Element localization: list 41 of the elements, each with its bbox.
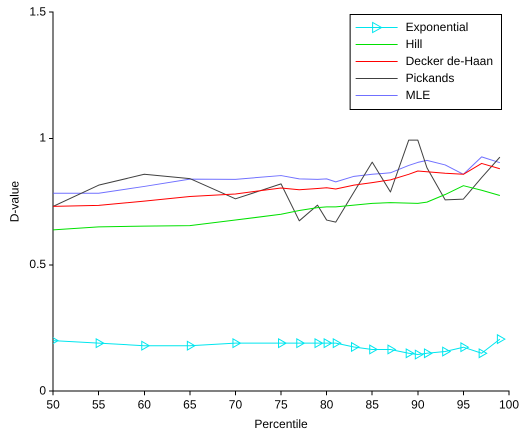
legend-label: Pickands <box>406 70 454 85</box>
y-tick-label: 0 <box>39 384 46 398</box>
point <box>186 340 196 351</box>
point <box>442 346 451 356</box>
point <box>496 334 506 344</box>
point <box>424 348 432 358</box>
point <box>314 338 324 348</box>
x-tick-label: 95 <box>456 398 470 412</box>
point <box>96 338 104 348</box>
point <box>332 338 342 348</box>
point <box>232 338 241 348</box>
point <box>478 348 488 358</box>
x-tick-label: 80 <box>320 398 334 412</box>
y-axis-title: D-value <box>8 180 22 222</box>
point <box>324 338 332 348</box>
legend-label: MLE <box>406 88 430 102</box>
y-tick-label: 1.5 <box>29 4 46 18</box>
point <box>406 348 414 358</box>
x-tick-label: 85 <box>366 398 380 412</box>
x-tick-label: 70 <box>228 398 242 412</box>
legend-label: Decker de-Haan <box>406 54 493 68</box>
point <box>141 340 150 351</box>
point <box>414 350 424 360</box>
x-tick-label: 55 <box>92 398 106 412</box>
x-tick-label: 100 <box>498 398 520 412</box>
x-tick-label: 90 <box>411 398 425 412</box>
legend-label: Exponential <box>406 20 468 34</box>
x-tick-label: 60 <box>138 398 152 412</box>
x-axis-title: Percentile <box>254 417 308 432</box>
point <box>278 338 287 348</box>
x-tick-label: 65 <box>183 398 197 412</box>
x-tick-label: 75 <box>274 398 288 412</box>
legend-label: Hill <box>406 36 422 51</box>
point <box>387 344 396 354</box>
point <box>296 338 305 348</box>
point <box>350 342 360 352</box>
y-tick-label: 1 <box>39 130 46 145</box>
point <box>369 344 378 354</box>
y-tick-label: 0.5 <box>29 257 46 272</box>
x-tick-label: 50 <box>46 398 60 412</box>
point <box>460 342 469 352</box>
